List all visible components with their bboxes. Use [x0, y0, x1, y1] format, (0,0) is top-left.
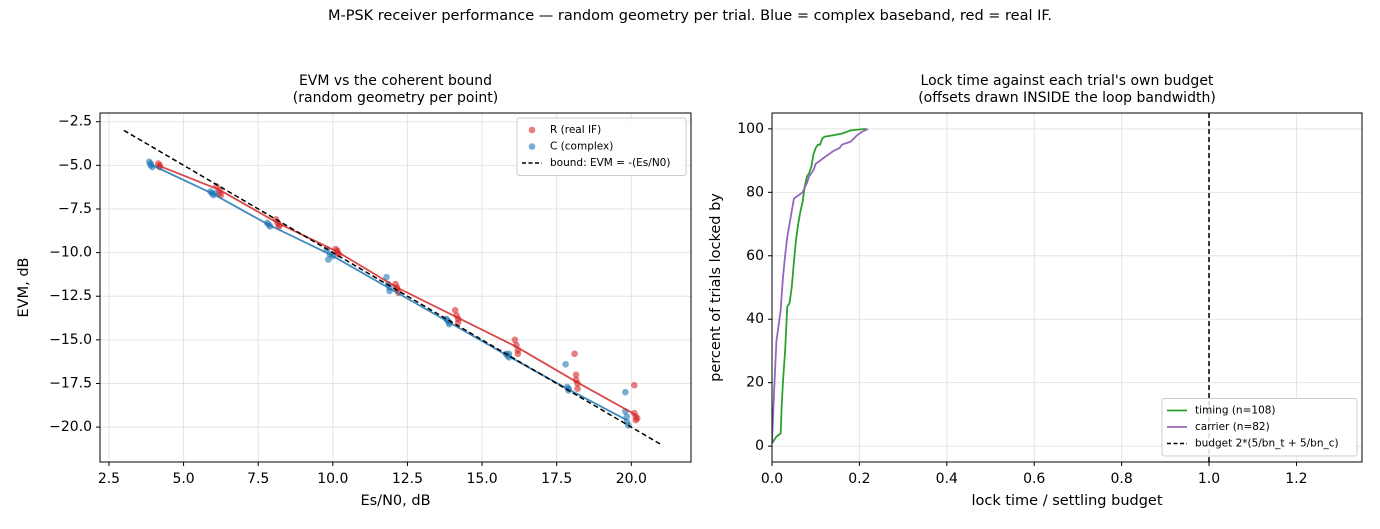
y-tick-label: −2.5: [58, 114, 92, 130]
y-axis-label: percent of trials locked by: [708, 193, 724, 382]
x-tick-label: 12.5: [392, 471, 423, 487]
plot-area: [123, 129, 662, 446]
axes-subtitle: (random geometry per point): [293, 90, 498, 106]
x-tick-label: 1.2: [1285, 471, 1307, 487]
series-2-line: [157, 164, 637, 416]
legend-entry-timing-n-108-label: timing (n=108): [1195, 405, 1276, 417]
r-real-if-point: [574, 385, 581, 393]
c-complex-point: [383, 273, 390, 281]
y-tick-label: −5.0: [58, 157, 92, 173]
x-tick-label: 0.6: [1023, 471, 1045, 487]
r-real-if-point: [451, 306, 459, 314]
y-tick-label: 60: [746, 248, 764, 264]
figure-title: M-PSK receiver performance — random geom…: [327, 8, 1053, 24]
axes-frame: [771, 112, 1363, 463]
y-tick-label: −7.5: [58, 201, 92, 217]
carrier-n-82-line: [772, 128, 869, 443]
axes-frame: [99, 112, 692, 463]
x-tick-label: 15.0: [466, 471, 497, 487]
y-tick-label: 20: [746, 375, 764, 391]
r-real-if-point: [511, 336, 519, 344]
legend-entry-budget-2-5-bn-t-5-bn-c-label: budget 2*(5/bn_t + 5/bn_c): [1195, 438, 1339, 450]
timing-n-108-line: [772, 128, 867, 444]
x-axis-label: lock time / settling budget: [971, 493, 1162, 509]
legend: timing (n=108) carrier (n=82) budget 2*(5/…: [1161, 398, 1358, 457]
axes-title: Lock time against each trial's own budge…: [921, 73, 1214, 89]
x-axis-label: Es/N0, dB: [360, 493, 430, 509]
x-tick-label: 0.2: [848, 471, 870, 487]
c-complex-point: [562, 360, 569, 368]
c-complex-point: [622, 388, 629, 396]
legend-entry-c-complex-marker: [528, 143, 536, 150]
evm-axes: 2.5 5.0 7.5 10.0 12.5 15.0 17.5 20.0 −2.5 −5.0 −7.…: [16, 73, 692, 509]
x-tick-label: 17.5: [541, 471, 572, 487]
legend-box: [1161, 398, 1358, 457]
legend-entry-r-real-if-marker: [528, 126, 536, 134]
r-real-if-point: [572, 371, 580, 379]
plot-area: [772, 113, 1210, 462]
y-tick-label: −10.0: [49, 245, 92, 261]
x-tick-label: 1.0: [1198, 471, 1220, 487]
y-tick-label: −15.0: [49, 332, 92, 348]
r-real-if-point: [630, 381, 638, 389]
legend: R (real IF) C (complex) bound: EVM = -(Es/…: [516, 117, 687, 176]
lock-time-axes: 0.0 0.2 0.4 0.6 0.8 1.0 1.2 0 20 40 60 80 100 lock ti…: [708, 73, 1363, 509]
y-tick-label: 40: [746, 311, 764, 327]
y-axis-label: EVM, dB: [16, 258, 32, 318]
x-tick-label: 0.4: [936, 471, 958, 487]
y-tick-label: −12.5: [49, 288, 92, 304]
legend-entry-r-real-if-label: R (real IF): [550, 124, 601, 136]
x-tick-label: 10.0: [317, 471, 348, 487]
legend-box: [516, 117, 687, 176]
y-tick-label: 80: [746, 184, 764, 200]
legend-entry-c-complex-label: C (complex): [550, 141, 613, 153]
y-tick-label: −20.0: [49, 419, 92, 435]
axes-subtitle: (offsets drawn INSIDE the loop bandwidth…: [918, 90, 1216, 106]
r-real-if-point: [571, 350, 578, 358]
x-tick-label: 20.0: [616, 471, 647, 487]
y-tick-label: 0: [755, 438, 764, 454]
x-tick-label: 7.5: [247, 471, 269, 487]
x-tick-label: 2.5: [98, 471, 120, 487]
x-tick-label: 0.0: [761, 471, 783, 487]
r-real-if-point: [633, 415, 641, 422]
legend-entry-carrier-n-82-label: carrier (n=82): [1195, 421, 1270, 433]
x-tick-label: 0.8: [1110, 471, 1132, 487]
y-tick-label: −17.5: [49, 375, 92, 391]
legend-entry-bound-evm-es-n0-label: bound: EVM = -(Es/N0): [550, 157, 670, 169]
x-tick-label: 5.0: [172, 471, 194, 487]
y-tick-label: 100: [737, 121, 764, 137]
r-real-if-point: [514, 350, 522, 358]
axes-title: EVM vs the coherent bound: [299, 73, 492, 89]
c-complex-point: [325, 256, 332, 263]
